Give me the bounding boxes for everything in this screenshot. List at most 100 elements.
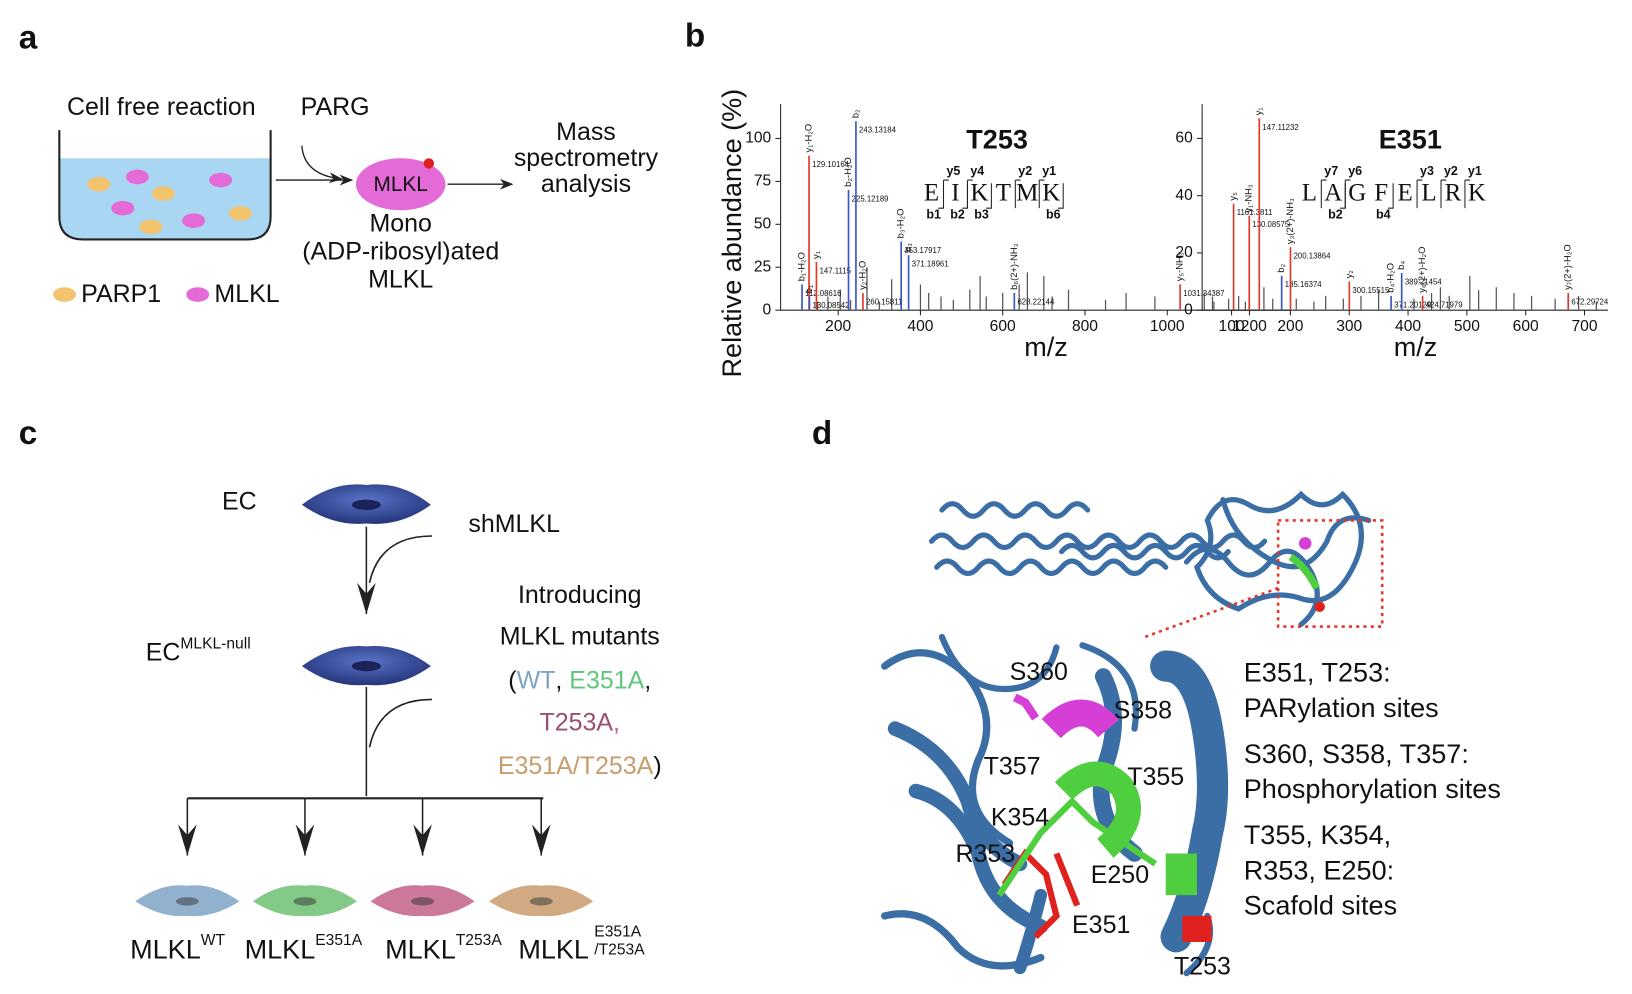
- peptide-residue: I: [951, 179, 959, 206]
- peak-mz-label: 371.20129: [1394, 300, 1431, 309]
- peptide-residue: T: [996, 179, 1011, 206]
- x-tick-label: 800: [1072, 318, 1098, 335]
- cell-label: MLKLE351A: [245, 932, 363, 964]
- panel-label: b: [685, 17, 705, 54]
- ion-bracket: [942, 179, 949, 209]
- panel-a: Cell free reaction PARG MLKL Mass spectr…: [53, 93, 659, 308]
- mutant-text: E351A/T253A: [498, 752, 654, 780]
- sidechain: [1012, 693, 1040, 721]
- output-label: Mass: [556, 118, 616, 146]
- legend-swatch: [186, 287, 210, 302]
- cell-label: MLKLT253A: [385, 932, 502, 964]
- label-base: MLKL: [130, 934, 201, 964]
- peak-mz-label: 1031.34387: [1183, 289, 1224, 298]
- peak-mz-label: 628.22144: [1017, 297, 1055, 306]
- peak-mz-label: 260.15811: [866, 297, 902, 306]
- residue-label: K354: [991, 804, 1049, 832]
- note-line: S360, S358, T357:: [1244, 739, 1469, 769]
- x-tick-label: 1200: [1232, 318, 1267, 335]
- y-tick-label: 0: [1184, 301, 1193, 318]
- peptide-residue: K: [1468, 179, 1486, 206]
- ion-bracket: [986, 183, 992, 209]
- label-base: MLKL: [245, 934, 316, 964]
- peak-mz-label: 200.13864: [1294, 252, 1332, 261]
- label-sup: /T253A: [594, 941, 645, 958]
- y-tick-label: 60: [1175, 130, 1193, 147]
- spectrum-chart: 0 20 40 60 100 200 300 400 500 600 700 m/z 130.08575…: [1175, 104, 1609, 362]
- ion-bracket: [1440, 179, 1447, 209]
- structure-overview: [928, 490, 1372, 628]
- y-ion-label: y1: [1468, 164, 1482, 178]
- x-axis-label: m/z: [1394, 332, 1438, 362]
- peak-ion-label: y₇(2+)-H₂O: [1563, 244, 1573, 290]
- note-line: R353, E250:: [1244, 855, 1394, 885]
- peptide-residue: K: [1042, 179, 1060, 206]
- x-tick-label: 600: [990, 318, 1016, 335]
- x-tick-label: 600: [1513, 318, 1539, 335]
- peak-ion-label: y₅-NH₃: [1175, 252, 1185, 281]
- residue-label: E351: [1072, 911, 1130, 939]
- x-tick-label: 400: [907, 318, 933, 335]
- phospho-helix: [1041, 699, 1119, 739]
- peak-ion-label: b₄-H₂O: [1386, 263, 1396, 293]
- cell-label: EC: [222, 487, 257, 515]
- b-ion-label: b4: [1376, 208, 1391, 222]
- mutant-text: WT: [517, 666, 556, 694]
- y-ion-label: y1: [1042, 164, 1056, 178]
- panel-d: S360 S358 T357 T355 K354 R353 E250 E351 …: [881, 490, 1501, 981]
- residue-label: T357: [984, 753, 1041, 781]
- mutant-text: E351A: [569, 666, 644, 694]
- peak-mz-label: 147.11232: [1262, 123, 1298, 132]
- ion-bracket: [1320, 179, 1327, 209]
- vessel: [58, 130, 272, 241]
- mutant-list: (WT, E351A,T253A,E351A/T253A): [498, 666, 662, 779]
- x-tick-label: 200: [1277, 318, 1303, 335]
- cell-label: MLKL: [518, 934, 589, 964]
- mutant-text: ): [653, 752, 661, 780]
- legend-label: MLKL: [214, 280, 279, 308]
- x-tick-label: 100: [1219, 318, 1245, 335]
- product-label: MLKL: [368, 266, 433, 294]
- peak-ion-label: y₆(2+)-H₂O: [1417, 247, 1427, 293]
- cell-nucleus: [175, 897, 199, 906]
- mutant-line: E351A/T253A): [498, 752, 662, 780]
- peak-mz-label: 1161.3811: [1237, 208, 1273, 217]
- ion-bracket: [1464, 179, 1471, 209]
- y-ion-label: y5: [946, 164, 960, 178]
- step-label: shMLKL: [468, 510, 560, 538]
- peak-mz-label: 185.16374: [1285, 280, 1323, 289]
- ion-bracket: [1057, 183, 1064, 209]
- panel-label: a: [19, 19, 38, 56]
- b-ion-label: b2: [950, 208, 965, 222]
- b-ion-label: b3: [974, 208, 989, 222]
- cell: [135, 885, 240, 917]
- peptide-residue: K: [970, 179, 988, 206]
- label-sup: E351A: [594, 924, 641, 941]
- residue-labels: S360 S358 T357 T355 K354 R353 E250 E351 …: [955, 658, 1230, 981]
- molecules: [87, 169, 252, 235]
- cell: [301, 484, 431, 524]
- residue-label: S360: [1010, 658, 1068, 686]
- x-tick-label: 1000: [1150, 318, 1185, 335]
- highlight: [1314, 601, 1325, 613]
- ion-bracket: [1014, 179, 1021, 209]
- peak-mz-label: 353.17917: [904, 246, 941, 255]
- label-sup: T253A: [456, 932, 503, 949]
- enzyme-label: PARG: [301, 93, 370, 121]
- peptide-residue: L: [1302, 179, 1317, 206]
- cell: [301, 645, 431, 686]
- peak-ion-label: b₂-H₂O: [843, 157, 853, 187]
- x-axis-label: m/z: [1024, 332, 1068, 362]
- legend-label: PARP1: [81, 280, 161, 308]
- peak-ion-label: b₁-H₂O: [797, 252, 807, 281]
- cell-nucleus: [293, 897, 317, 906]
- y-tick-label: 40: [1175, 187, 1193, 204]
- peak-ion-label: y₁: [811, 251, 821, 259]
- label-sup: WT: [201, 932, 226, 949]
- b-ion-label: b6: [1046, 208, 1061, 222]
- peak-ion-label: b₂: [850, 109, 860, 118]
- mlkl-protein: [355, 158, 446, 211]
- legend-swatch: [53, 287, 76, 302]
- peak-mz-label: 300.15515: [1352, 286, 1390, 295]
